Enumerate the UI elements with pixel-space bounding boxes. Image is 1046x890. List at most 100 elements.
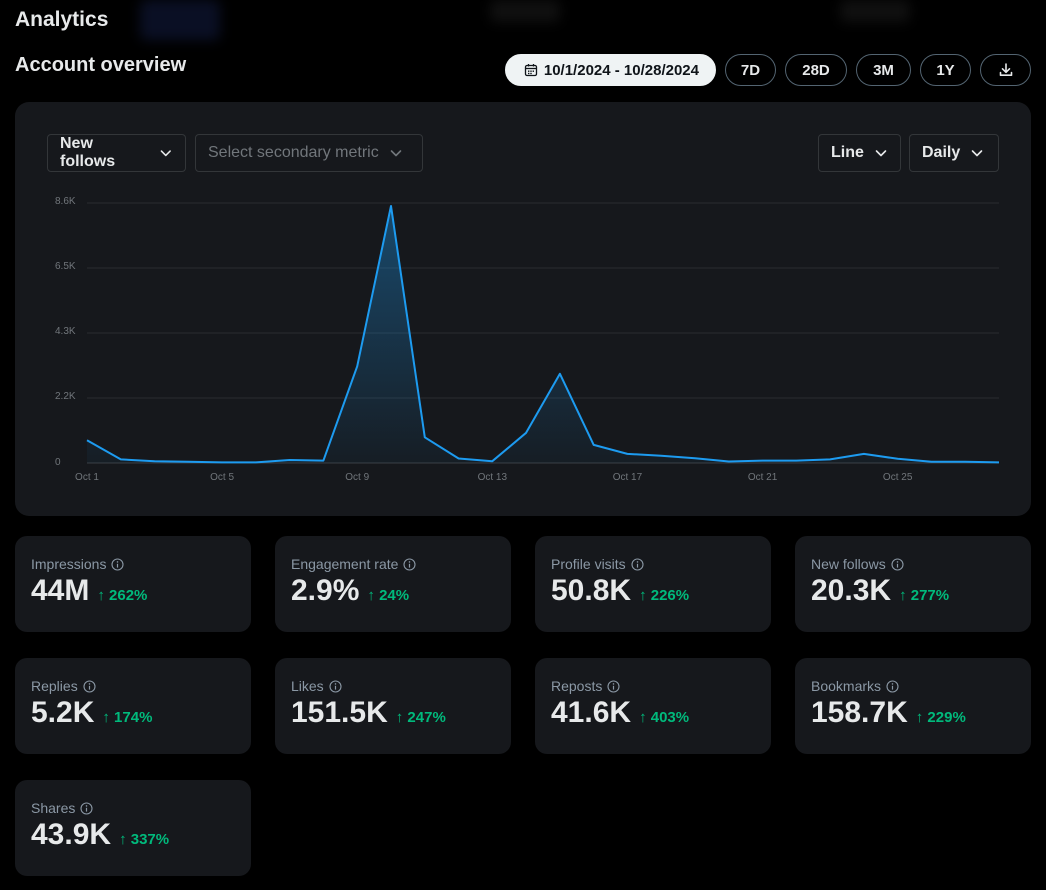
data-point[interactable] [959,456,971,468]
page-title: Analytics [15,8,109,31]
x-tick-label: Oct 5 [210,472,234,483]
data-point[interactable] [250,456,262,468]
metric-card-reposts[interactable]: Reposts 41.6K ↑ 403% [535,658,771,754]
arrow-up-icon: ↑ [119,831,131,848]
data-point[interactable] [993,456,1005,468]
blurred-header-item [140,0,220,40]
x-tick-label: Oct 9 [345,472,369,483]
metric-card-engagement-rate[interactable]: Engagement rate 2.9% ↑ 24% [275,536,511,632]
data-point[interactable] [723,455,735,467]
metric-value: 44M [31,574,90,607]
info-icon[interactable] [891,557,904,571]
data-point[interactable] [351,360,363,372]
range-28d-button[interactable]: 28D [785,54,847,86]
range-7d-button[interactable]: 7D [725,54,776,86]
metric-value: 151.5K [291,696,388,729]
arrow-up-icon: ↑ [367,587,380,604]
data-point[interactable] [419,431,431,443]
x-tick-label: Oct 17 [613,472,643,483]
data-point[interactable] [216,456,228,468]
metric-card-bookmarks[interactable]: Bookmarks 158.7K ↑ 229% [795,658,1031,754]
metric-value-row: 50.8K ↑ 226% [551,574,689,608]
info-icon[interactable] [631,557,644,571]
x-tick-label: Oct 25 [883,472,913,483]
metric-label: Profile visits [551,556,644,572]
y-tick-label: 0 [55,457,61,468]
data-point[interactable] [182,456,194,468]
secondary-metric-placeholder: Select secondary metric [208,144,379,161]
data-point[interactable] [655,450,667,462]
data-point[interactable] [284,454,296,466]
metric-change-value: 229% [927,709,966,726]
data-point[interactable] [757,455,769,467]
y-tick-label: 6.5K [55,261,76,272]
info-icon[interactable] [886,679,899,693]
data-point[interactable] [858,448,870,460]
data-point[interactable] [588,439,600,451]
data-point[interactable] [385,200,397,212]
arrow-up-icon: ↑ [395,709,408,726]
range-1y-button[interactable]: 1Y [920,54,971,86]
metric-change-value: 226% [650,587,690,604]
data-point[interactable] [149,455,161,467]
secondary-metric-select[interactable]: Select secondary metric [195,134,423,172]
metric-change: ↑ 262% [97,587,147,604]
metric-value: 50.8K [551,574,632,607]
metric-value-row: 43.9K ↑ 337% [31,818,169,852]
chevron-down-icon [971,150,983,157]
metric-change: ↑ 229% [916,709,966,726]
info-icon[interactable] [80,801,93,815]
arrow-up-icon: ↑ [639,587,651,604]
calendar-icon [524,64,538,77]
metric-change-value: 247% [407,709,446,726]
info-icon[interactable] [83,679,96,693]
metric-value-row: 151.5K ↑ 247% [291,696,446,730]
metric-card-impressions[interactable]: Impressions 44M ↑ 262% [15,536,251,632]
data-point[interactable] [925,456,937,468]
metric-card-shares[interactable]: Shares 43.9K ↑ 337% [15,780,251,876]
blurred-header-item [490,0,560,22]
metric-change-value: 337% [130,831,170,848]
info-icon[interactable] [403,557,416,571]
info-icon[interactable] [111,557,125,571]
chart-type-select[interactable]: Line [818,134,901,172]
metric-card-new-follows[interactable]: New follows 20.3K ↑ 277% [795,536,1031,632]
chart-type-label: Line [831,144,864,161]
arrow-up-icon: ↑ [639,709,651,726]
metric-card-profile-visits[interactable]: Profile visits 50.8K ↑ 226% [535,536,771,632]
metric-label-text: Impressions [31,556,107,572]
data-point[interactable] [892,453,904,465]
data-point[interactable] [790,455,802,467]
data-point[interactable] [554,368,566,380]
data-point[interactable] [824,453,836,465]
metric-value: 158.7K [811,696,908,729]
blurred-header-item [840,0,910,22]
primary-metric-select[interactable]: New follows [47,134,186,172]
date-range-button[interactable]: 10/1/2024 - 10/28/2024 [504,54,716,86]
data-point[interactable] [453,452,465,464]
metric-label-text: Bookmarks [811,678,882,694]
metric-card-likes[interactable]: Likes 151.5K ↑ 247% [275,658,511,754]
metric-value-row: 5.2K ↑ 174% [31,696,152,730]
data-point[interactable] [81,434,93,446]
data-point[interactable] [115,453,127,465]
interval-label: Daily [922,144,961,161]
series-area [87,206,999,463]
interval-select[interactable]: Daily [909,134,999,172]
info-icon[interactable] [607,679,620,693]
chevron-down-icon [875,150,887,157]
metric-label-text: New follows [811,556,886,572]
data-point[interactable] [689,452,701,464]
metric-card-replies[interactable]: Replies 5.2K ↑ 174% [15,658,251,754]
download-button[interactable] [980,54,1031,86]
data-point[interactable] [621,448,633,460]
date-range-toolbar: 10/1/2024 - 10/28/2024 7D 28D 3M 1Y [504,54,1031,86]
data-point[interactable] [520,427,532,439]
data-point[interactable] [486,455,498,467]
data-point[interactable] [317,455,329,467]
date-range-label: 10/1/2024 - 10/28/2024 [543,61,699,79]
range-3m-button[interactable]: 3M [856,54,911,86]
metric-value-row: 158.7K ↑ 229% [811,696,966,730]
info-icon[interactable] [329,679,342,693]
metric-label-text: Reposts [551,678,603,694]
